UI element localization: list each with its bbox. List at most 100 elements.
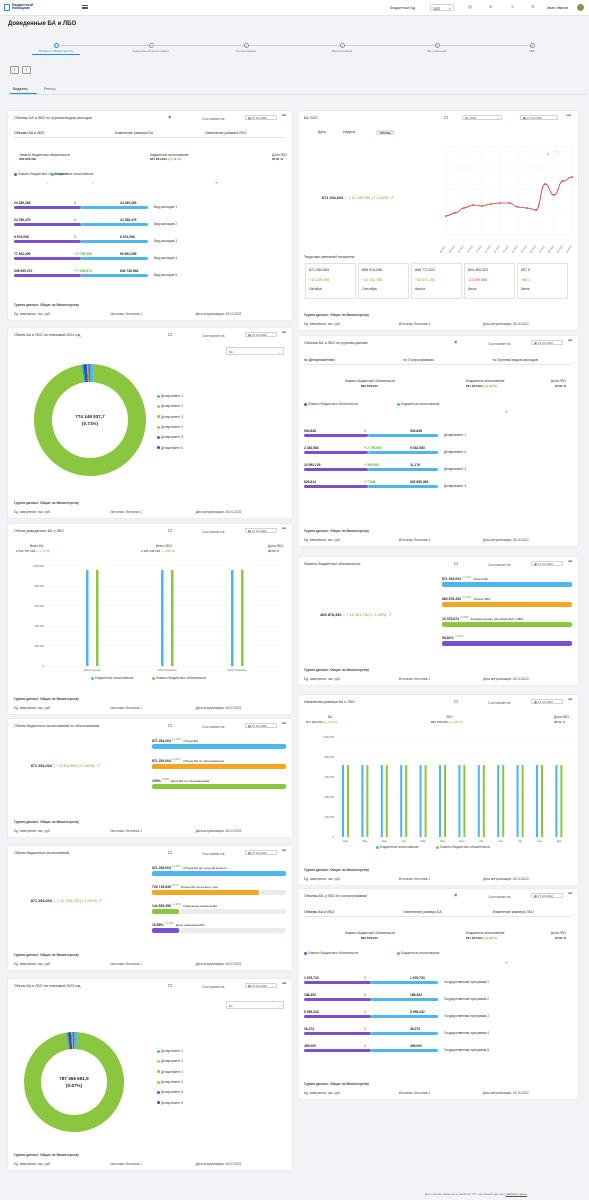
series-select[interactable]: БА 2022 ⌄ [462, 114, 502, 120]
ba-bar[interactable] [439, 765, 441, 837]
download-icon[interactable]: ⊙ [511, 4, 515, 9]
lbo-bar[interactable] [14, 239, 81, 243]
step-label-4[interactable]: Подпрограмма [331, 49, 353, 53]
step-dot-4[interactable]: 4 [339, 42, 345, 48]
lbo-bar[interactable] [304, 1014, 371, 1018]
filter-icon[interactable]: ⏷ [505, 961, 508, 965]
step-dot-6[interactable]: 6 [529, 42, 535, 48]
ba-bar[interactable] [231, 570, 234, 666]
trend-point[interactable] [481, 205, 483, 207]
lbo-bar[interactable] [241, 570, 244, 666]
ba-bar[interactable] [516, 765, 519, 837]
donut-slice[interactable] [34, 364, 146, 476]
screenshot-link[interactable]: нажмите здесь [505, 1192, 528, 1196]
ba-bar[interactable] [536, 765, 538, 837]
back-button[interactable]: ‹ [10, 66, 19, 74]
date-picker[interactable]: ▦27.10.2022 [245, 114, 277, 120]
metric-bar[interactable] [442, 641, 572, 646]
tab-registry[interactable]: Реестр [44, 87, 56, 91]
step-label-6[interactable]: КФБ [529, 49, 535, 53]
lbo-bar[interactable] [304, 484, 369, 488]
trend-point[interactable] [472, 204, 474, 206]
lbo-bar[interactable] [444, 765, 446, 837]
ba-bar[interactable] [380, 765, 383, 837]
step-dot-5[interactable]: 5 [434, 42, 440, 48]
donut-slice[interactable] [24, 1032, 124, 1132]
ba-bar[interactable] [81, 256, 148, 260]
legend-item-dept-4[interactable]: Департамент 4 [157, 1080, 183, 1084]
ba-bar[interactable] [371, 1014, 438, 1018]
lbo-bar[interactable] [463, 765, 466, 837]
legend-item-dept-5[interactable]: Департамент 5 [157, 435, 183, 439]
lbo-bar[interactable] [521, 765, 524, 837]
save-icon[interactable]: ▣ [454, 339, 458, 344]
lbo-bar[interactable] [541, 765, 543, 837]
lbo-bar[interactable] [304, 467, 369, 471]
more-icon[interactable]: ••• [282, 330, 286, 336]
date-picker[interactable]: ▦27.10.2022 [245, 722, 277, 728]
checkbox-icon[interactable] [454, 561, 458, 566]
step-label-2[interactable]: Курирующий департамент [132, 49, 170, 53]
more-icon[interactable]: ••• [568, 891, 572, 897]
tab-widgets[interactable]: Виджеты [13, 87, 29, 91]
filter-icon[interactable]: ⏷ [215, 181, 218, 185]
lbo-bar[interactable] [366, 765, 369, 837]
legend-item-dept-6[interactable]: Департамент 6 [157, 1101, 183, 1105]
date-picker[interactable]: ▦27.10.2022 [245, 849, 277, 855]
legend-item-dept-3[interactable]: Департамент 3 [157, 1070, 183, 1074]
trend-point[interactable] [562, 180, 564, 182]
more-icon[interactable]: ••• [282, 848, 286, 854]
checkbox-icon[interactable] [168, 332, 172, 337]
legend-item-dept-2[interactable]: Департамент 2 [157, 1059, 183, 1063]
ba-bar[interactable] [81, 273, 148, 277]
lbo-bar[interactable] [304, 997, 371, 1001]
tab-c4-2[interactable]: по Госпрограммам [403, 358, 434, 362]
sort-icon[interactable]: ↕ [47, 181, 49, 185]
more-icon[interactable]: ••• [282, 981, 286, 987]
trend-point[interactable] [535, 209, 537, 211]
ba-bar[interactable] [458, 765, 461, 837]
trend-tile[interactable]: 846 771,512 +22 371,100 Август [411, 263, 462, 299]
checkbox-icon[interactable] [168, 723, 172, 728]
lbo-bar[interactable] [14, 273, 81, 277]
step-label-3[interactable]: Госпрограмма [236, 49, 256, 53]
ba-bar[interactable] [361, 765, 364, 837]
fullscreen-icon[interactable]: ⛶ [556, 150, 559, 155]
filter-icon[interactable]: ⏷ [505, 410, 508, 414]
trend-tile[interactable]: 859 014,296 +12 242,784 Сентябрь [358, 263, 409, 299]
user-name[interactable]: Иван Иванов [547, 5, 569, 10]
trend-point[interactable] [571, 176, 573, 178]
ba-bar[interactable] [371, 980, 438, 984]
more-icon[interactable]: ••• [566, 113, 572, 119]
trend-point[interactable] [445, 215, 447, 217]
more-icon[interactable]: ••• [568, 338, 572, 344]
tab-c10-1[interactable]: Объемы БА и ЛБО [304, 910, 335, 914]
ba-bar[interactable] [81, 222, 148, 226]
date-picker[interactable]: ▦27.10.2022 [520, 114, 558, 120]
save-icon[interactable]: ▣ [168, 114, 172, 119]
metric-bar[interactable] [442, 602, 572, 607]
more-icon[interactable]: ••• [282, 526, 286, 532]
legend-item-dept-6[interactable]: Департамент 6 [157, 446, 183, 450]
trend-point[interactable] [544, 183, 546, 185]
tab-c10-2[interactable]: Изменение размера БА [403, 910, 442, 914]
trend-point[interactable] [517, 206, 519, 208]
metric-bar[interactable] [152, 890, 260, 895]
date-picker[interactable]: ▦27.10.2022 [245, 527, 277, 533]
tab-c10-3[interactable]: Изменение размера ЛБО [492, 910, 534, 914]
step-dot-2[interactable]: 2 [148, 42, 154, 48]
ba-bar[interactable] [368, 450, 438, 454]
lbo-bar[interactable] [482, 765, 485, 837]
date-picker[interactable]: ▦27.10.2022 [531, 698, 563, 704]
metric-bar[interactable] [442, 582, 572, 587]
trend-point[interactable] [463, 207, 465, 209]
metric-bar[interactable] [152, 784, 286, 789]
trend-tile[interactable]: 837 9 +88 1 Июнь [517, 263, 568, 299]
lbo-bar[interactable] [304, 1048, 371, 1052]
ba-select[interactable]: БА ⌄ [226, 1001, 284, 1009]
legend-item-dept-2[interactable]: Департамент 2 [157, 404, 183, 408]
lbo-bar[interactable] [96, 570, 99, 666]
metric-bar[interactable] [152, 909, 179, 914]
document-icon[interactable]: ▤ [468, 4, 472, 9]
tab-c1-2[interactable]: Изменение размера БА [114, 131, 154, 135]
